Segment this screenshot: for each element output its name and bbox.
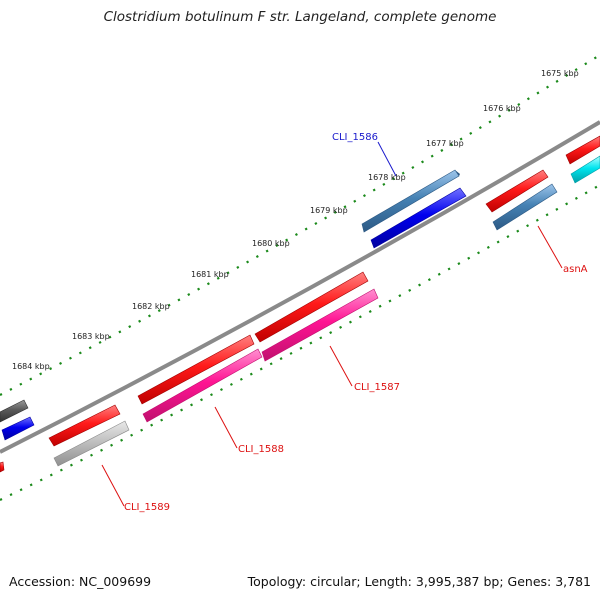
genome-backbone bbox=[0, 120, 600, 454]
gene-pink-cli-1588[interactable] bbox=[142, 348, 263, 423]
gene-label-cli-1589[interactable]: CLI_1589 bbox=[124, 502, 170, 513]
tick-label-1683: 1683 kbp bbox=[72, 332, 110, 341]
gene-label-asna[interactable]: asnA bbox=[563, 264, 588, 275]
tick-label-1682: 1682 kbp bbox=[132, 302, 170, 311]
gene-label-cli-1587[interactable]: CLI_1587 bbox=[354, 382, 400, 393]
map-title: Clostridium botulinum F str. Langeland, … bbox=[103, 9, 497, 25]
tick-label-1680: 1680 kbp bbox=[252, 239, 290, 248]
tick-label-1677: 1677 kbp bbox=[426, 139, 464, 148]
gene-pink-cli-1587[interactable] bbox=[261, 288, 379, 362]
accession-label: Accession: NC_009699 bbox=[9, 574, 152, 589]
tick-label-1679: 1679 kbp bbox=[310, 206, 348, 215]
tick-label-1681: 1681 kbp bbox=[191, 270, 229, 279]
tick-label-1684: 1684 kbp bbox=[12, 362, 50, 371]
gene-blue-cli-1586[interactable] bbox=[370, 187, 467, 249]
scale-ring-inner bbox=[0, 184, 600, 501]
gene-cyan-top-right[interactable] bbox=[570, 155, 600, 184]
leader-cli-1586 bbox=[377, 141, 397, 177]
leader-asna bbox=[537, 225, 563, 269]
leader-cli-1588 bbox=[214, 406, 238, 449]
leader-cli-1589 bbox=[101, 464, 125, 507]
gene-red-left-edge[interactable] bbox=[0, 461, 5, 473]
gene-label-cli-1588[interactable]: CLI_1588 bbox=[238, 444, 284, 455]
leader-cli-1587 bbox=[329, 345, 353, 387]
gene-blue-left[interactable] bbox=[1, 416, 35, 441]
gene-red-cli-1587[interactable] bbox=[254, 271, 369, 343]
tick-label-1678: 1678 kbp bbox=[368, 173, 406, 182]
gene-red-cli-1588[interactable] bbox=[137, 334, 255, 405]
gene-steel-cli-1586[interactable] bbox=[361, 169, 460, 233]
gene-red-cli-1589[interactable] bbox=[48, 404, 121, 447]
tick-label-1675: 1675 kbp bbox=[541, 69, 579, 78]
gene-steel-asna[interactable] bbox=[492, 183, 558, 231]
gene-dark-left[interactable] bbox=[0, 399, 29, 423]
topology-label: Topology: circular; Length: 3,995,387 bp… bbox=[247, 574, 591, 589]
gene-red-top-right[interactable] bbox=[565, 135, 600, 165]
gene-label-cli-1586[interactable]: CLI_1586 bbox=[332, 132, 378, 143]
gene-red-asna[interactable] bbox=[485, 169, 549, 213]
gene-gray-cli-1589[interactable] bbox=[53, 420, 130, 467]
tick-label-1676: 1676 kbp bbox=[483, 104, 521, 113]
